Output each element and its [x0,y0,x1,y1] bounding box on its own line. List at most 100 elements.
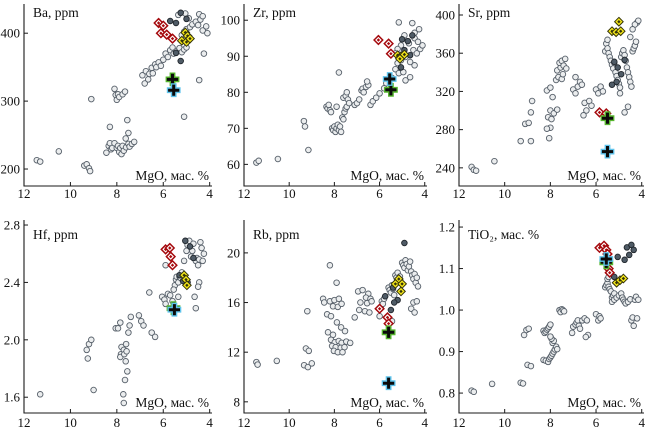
x-axis: 12 10 8 6 4 [18,182,213,200]
x-tick-label: 4 [421,186,428,200]
y-tick-label: 0.8 [439,386,455,401]
y-tick-label: 16 [227,295,241,310]
x-tick-label: 8 [331,415,338,430]
series-yellow-diamonds [606,16,626,38]
dark-sample-point [183,15,190,23]
sample-point [559,70,567,78]
y-tick-label: 300 [1,94,21,109]
blue-cross-point [601,146,614,158]
dark-sample-point [614,253,621,261]
sample-point [549,93,556,101]
sample-point [325,101,332,109]
sample-point [120,391,127,398]
blue-cross-point [168,304,180,316]
sample-point [583,317,591,324]
sample-point [36,158,44,165]
y-tick-label: 100 [221,13,241,28]
sample-point [402,77,409,84]
sample-point [409,19,416,27]
plot-title: Sr, ppm [468,5,511,20]
x-axis-label: MgO, мас. % [350,168,424,183]
sample-point [146,289,153,296]
series-blue-cross [166,83,181,98]
sample-point [180,113,188,120]
x-tick-label: 6 [593,415,600,430]
plot-hf-svg: 12 10 8 6 4 1.6 2.0 2.4 2.8 Hf, ppm MgO, мас. % [4,218,214,430]
sample-point [254,361,261,368]
x-tick-label: 8 [547,415,554,430]
dark-sample-point [182,237,189,245]
x-tick-label: 10 [64,186,77,200]
x-tick-label: 4 [206,186,213,200]
red-diamond-center [602,244,606,248]
series-yellow-diamonds [611,273,629,288]
sample-point [346,339,354,347]
series-green-cross [165,72,180,87]
series-green-cross [381,325,396,340]
series-gray-circles [36,237,208,407]
x-tick-label: 10 [498,186,511,200]
y-axis: 200 300 400 [1,26,28,177]
sample-point [180,257,188,265]
sample-point [83,346,90,354]
sample-point [324,329,332,336]
dark-sample-point [404,37,412,45]
sample-point [411,309,418,316]
sample-point [327,312,335,320]
x-tick-label: 10 [283,415,296,430]
sample-point [368,298,375,305]
sample-point [366,309,373,316]
sample-point [392,65,399,73]
dark-sample-point [397,64,405,71]
series-yellow-diamonds [179,270,192,291]
plot-sr-svg: 12 10 8 6 4 240 280 320 360 400 Sr, ppm MgO, мас. % [436,4,645,200]
sample-point [553,106,561,113]
y-axis: 60 70 80 90 100 [221,13,248,172]
dark-sample-point [608,81,616,88]
yellow-diamond-center [618,278,622,282]
dark-sample-point [625,251,633,259]
dark-sample-point [617,70,625,78]
sample-point [414,283,422,290]
blue-cross-point [383,377,395,389]
green-cross-point [166,73,179,85]
series-red-diamonds [160,242,178,271]
sample-point [547,84,554,91]
sample-point [304,363,312,371]
sample-point [548,115,555,123]
sample-point [632,38,640,45]
sample-point [470,388,478,396]
sample-point [527,362,535,370]
sample-point [90,386,97,394]
sample-point [195,76,203,84]
series-yellow-diamonds [176,27,196,48]
sample-point [55,148,63,155]
dark-sample-point [401,239,408,247]
sample-point [125,129,132,137]
sample-point [345,99,353,107]
sample-point [363,78,371,85]
series-dark-circles [166,9,190,65]
x-tick-label: 12 [238,415,251,430]
plot-title: Zr, ppm [253,5,296,20]
dark-sample-point [166,17,174,25]
sample-point [273,357,281,365]
sample-point [124,116,131,124]
sample-point [406,258,414,265]
sample-point [199,27,206,34]
y-tick-label: 400 [436,7,456,22]
dark-sample-point [398,36,406,43]
sample-point [36,391,44,398]
dark-sample-point [172,19,180,27]
sample-point [305,146,312,154]
plot-zr-svg: 12 10 8 6 4 60 70 80 90 100 Zr, ppm MgO, мас. % [221,4,428,200]
red-diamond-center [161,24,165,28]
dark-sample-point [409,32,416,39]
series-blue-cross [599,252,614,266]
x-tick-label: 8 [547,186,554,200]
sample-point [413,298,421,305]
y-tick-label: 8 [234,394,241,409]
sample-point [630,322,637,330]
yellow-diamond-center [610,29,614,33]
sample-point [411,62,418,69]
